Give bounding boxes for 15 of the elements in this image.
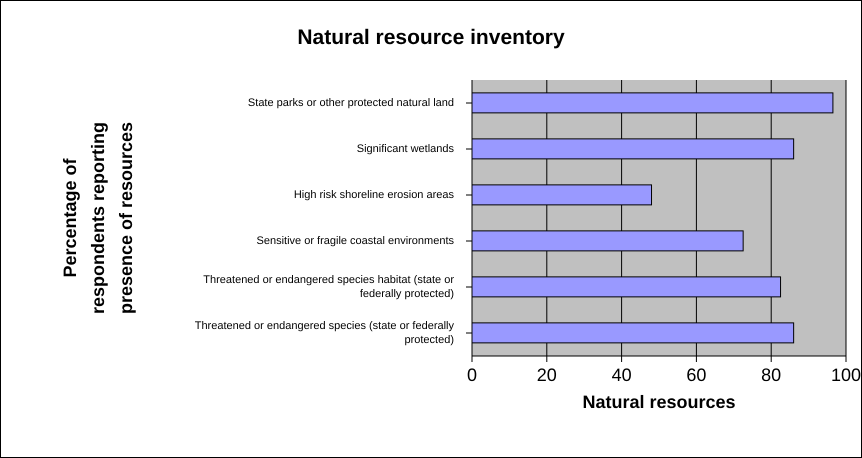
y-tick-label: Threatened or endangered species habitat (state or federally protected) xyxy=(203,274,454,300)
x-tick-label: 60 xyxy=(686,364,706,385)
y-tick-label: High risk shoreline erosion areas xyxy=(294,188,454,201)
y-tick-label: Sensitive or fragile coastal environments xyxy=(256,234,454,247)
x-tick-label: 0 xyxy=(466,364,478,385)
x-tick-label: 40 xyxy=(612,364,632,385)
y-tick-label: Significant wetlands xyxy=(356,142,454,155)
y-tick-label: Threatened or endangered species (state or federally protected) xyxy=(194,320,454,346)
x-tick-label: 100 xyxy=(830,364,862,385)
x-axis-title: Natural resources xyxy=(581,392,737,413)
y-axis-title: Percentage of respondents reporting presence of resources xyxy=(60,122,136,314)
chart-title: Natural resource inventory xyxy=(296,26,566,50)
x-tick-label: 20 xyxy=(536,364,557,385)
x-tick-label: 80 xyxy=(761,364,782,385)
y-tick-label: State parks or other protected natural land xyxy=(248,96,454,109)
